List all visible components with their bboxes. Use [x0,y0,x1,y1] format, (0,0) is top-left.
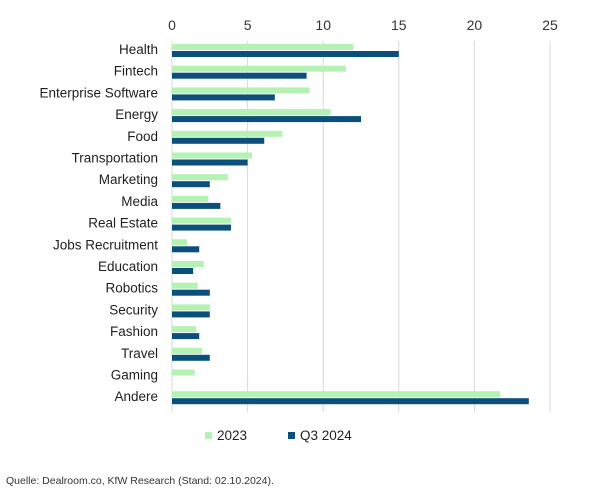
bar-chart-svg: 0 5 10 15 20 25 Health Fintech Enterprise Softwa… [39,17,558,443]
bar-series-1 [172,217,231,224]
bar-series-2 [172,202,221,209]
bar-series-2 [172,137,265,144]
category-label: Transportation [71,151,158,166]
legend-label: 2023 [217,428,247,443]
bar-series-2 [172,289,210,296]
bar-series-2 [172,159,248,166]
bar-series-2 [172,181,210,188]
bar-series-2 [172,94,275,101]
source-note: Quelle: Dealroom.co, KfW Research (Stand… [6,475,274,487]
bar-series-2 [172,51,399,57]
category-label: Travel [121,346,158,361]
bar-series-1 [172,44,354,50]
bar-series-1 [172,87,310,94]
bar-series-2 [172,116,361,123]
bar-series-2 [172,333,200,340]
bar-series-1 [172,195,209,202]
category-label: Energy [115,107,158,122]
category-label: Real Estate [88,216,158,231]
bar-series-2 [172,398,529,405]
bar-series-1 [172,130,283,137]
bar-series-1 [172,239,188,246]
bar-series-1 [172,65,346,72]
x-tick-label: 20 [467,17,483,33]
category-label: Media [121,194,158,209]
bar-series-1 [172,369,195,376]
bar-series-1 [172,282,198,289]
category-label: Robotics [105,281,158,296]
category-label: Health [119,42,158,57]
bar-series-2 [172,246,200,253]
legend-label: Q3 2024 [300,428,352,443]
bar-series-1 [172,174,228,181]
category-label: Education [98,259,158,274]
category-label: Jobs Recruitment [53,237,158,252]
bar-series-1 [172,109,331,116]
bar-series-1 [172,152,253,159]
category-label: Gaming [111,368,158,383]
x-tick-label: 0 [168,17,176,33]
x-tick-label: 10 [315,17,331,33]
x-tick-label: 15 [391,17,407,33]
legend-swatch [288,432,295,439]
bar-series-1 [172,261,204,267]
legend-swatch [205,432,212,439]
bar-series-1 [172,304,210,311]
bar-series-2 [172,354,210,361]
category-label: Security [109,302,158,317]
bar-series-2 [172,72,307,79]
bar-series-1 [172,347,203,354]
bar-series-2 [172,268,194,274]
x-tick-label: 5 [244,17,252,33]
x-tick-label: 25 [542,17,558,33]
bar-series-2 [172,224,231,231]
category-label: Fintech [114,64,158,79]
category-label: Enterprise Software [39,85,158,100]
bar-series-2 [172,311,210,318]
category-label: Andere [114,389,158,404]
bar-series-1 [172,326,197,333]
category-label: Food [127,129,158,144]
bar-series-1 [172,391,501,398]
category-label: Fashion [110,324,158,339]
category-label: Marketing [99,172,158,187]
